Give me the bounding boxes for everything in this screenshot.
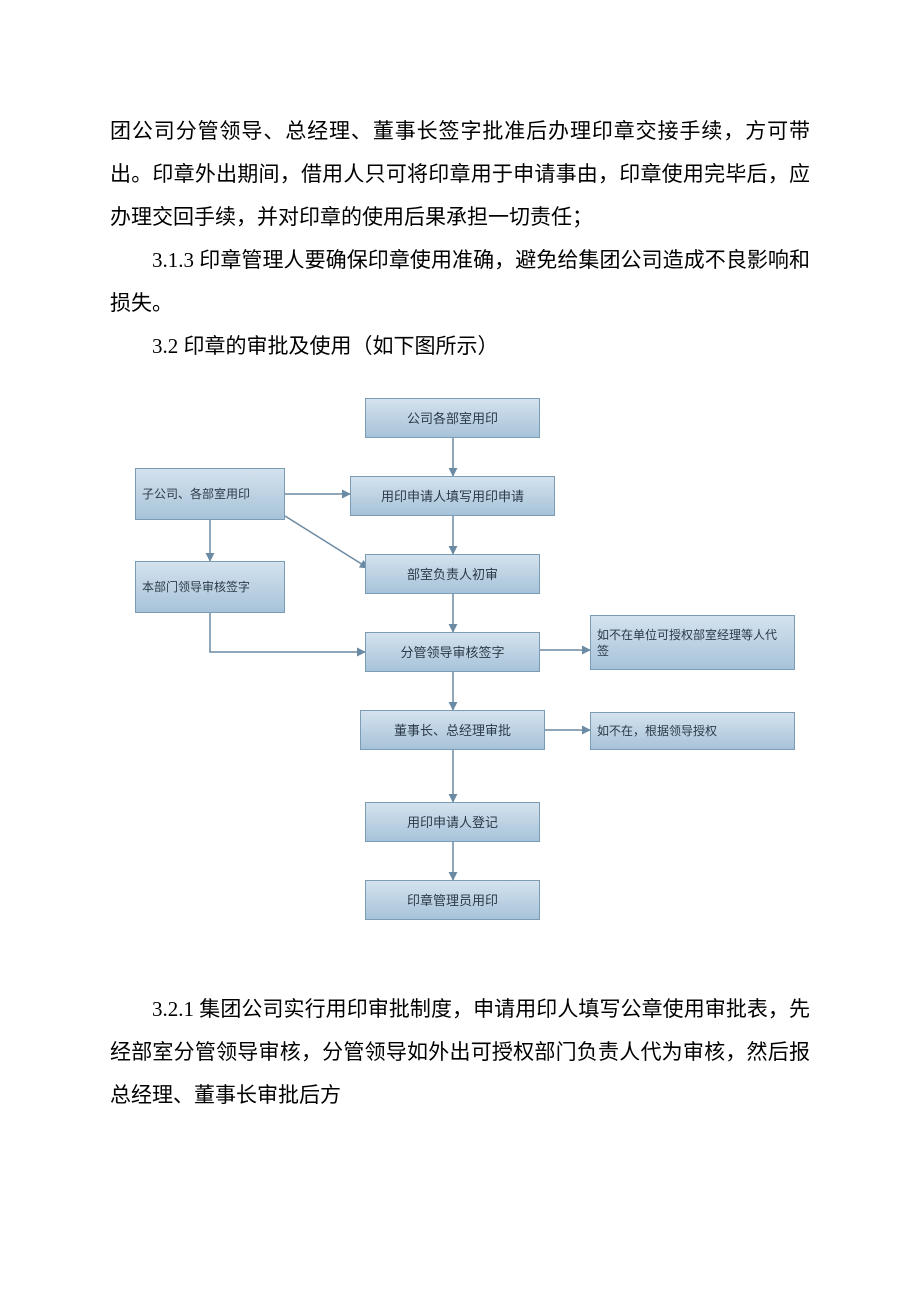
flowchart-node-r2: 如不在，根据领导授权 [590,712,795,750]
flowchart-node-n1: 公司各部室用印 [365,398,540,438]
flowchart-node-n6: 用印申请人登记 [365,802,540,842]
flowchart-node-n4: 分管领导审核签字 [365,632,540,672]
flowchart-node-s1: 子公司、各部室用印 [135,468,285,520]
flowchart-node-n7: 印章管理员用印 [365,880,540,920]
seal-approval-flowchart: 公司各部室用印用印申请人填写用印申请部室负责人初审分管领导审核签字董事长、总经理… [110,398,810,978]
paragraph-3: 3.2 印章的审批及使用（如下图所示） [110,325,810,368]
paragraph-2: 3.1.3 印章管理人要确保印章使用准确，避免给集团公司造成不良影响和损失。 [110,239,810,325]
paragraph-4: 3.2.1 集团公司实行用印审批制度，申请用印人填写公章使用审批表，先经部室分管… [110,988,810,1117]
paragraph-1: 团公司分管领导、总经理、董事长签字批准后办理印章交接手续，方可带出。印章外出期间… [110,110,810,239]
flowchart-node-s2: 本部门领导审核签字 [135,561,285,613]
flowchart-node-n5: 董事长、总经理审批 [360,710,545,750]
flowchart-node-r1: 如不在单位可授权部室经理等人代签 [590,615,795,670]
flowchart-node-n2: 用印申请人填写用印申请 [350,476,555,516]
flowchart-node-n3: 部室负责人初审 [365,554,540,594]
